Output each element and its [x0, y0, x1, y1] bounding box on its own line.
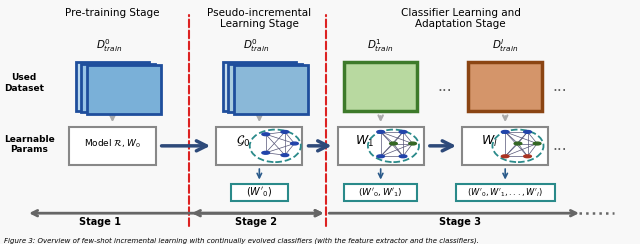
Circle shape [501, 131, 509, 133]
Circle shape [533, 142, 541, 145]
Text: $(W'_0, W'_1,...,W'_l)$: $(W'_0, W'_1,...,W'_l)$ [467, 186, 543, 199]
Circle shape [281, 131, 289, 133]
Text: Stage 1: Stage 1 [79, 217, 121, 227]
Bar [462, 127, 548, 165]
Text: $(W'_0, W'_1)$: $(W'_0, W'_1)$ [358, 186, 403, 199]
Bar [87, 65, 161, 114]
Bar [216, 127, 303, 165]
Circle shape [377, 131, 385, 133]
Circle shape [514, 142, 522, 145]
Text: $D^0_{train}$: $D^0_{train}$ [243, 37, 269, 54]
Text: $D^l_{train}$: $D^l_{train}$ [492, 37, 518, 54]
Text: Figure 3: Overview of few-shot incremental learning with continually evolved cla: Figure 3: Overview of few-shot increment… [4, 238, 479, 244]
Bar [234, 65, 308, 114]
Bar [344, 183, 417, 201]
Circle shape [399, 131, 407, 133]
Text: Pseudo-incremental
Learning Stage: Pseudo-incremental Learning Stage [207, 8, 312, 29]
Circle shape [377, 155, 385, 158]
Circle shape [281, 154, 289, 157]
Text: $W_1$: $W_1$ [355, 134, 374, 149]
Text: Learnable
Params: Learnable Params [4, 135, 54, 154]
Circle shape [524, 155, 531, 158]
Circle shape [524, 131, 531, 133]
Bar [344, 62, 417, 111]
Bar [69, 127, 156, 165]
Text: ...: ... [552, 79, 567, 94]
Bar [81, 64, 155, 112]
Text: Model $\mathcal{R},W_0$: Model $\mathcal{R},W_0$ [84, 137, 141, 150]
Text: Used
Dataset: Used Dataset [4, 73, 44, 93]
Text: Stage 3: Stage 3 [440, 217, 481, 227]
Circle shape [390, 142, 397, 145]
Text: ...: ... [437, 79, 452, 94]
Text: Pre-training Stage: Pre-training Stage [65, 8, 160, 18]
Text: $\mathcal{G}_0$: $\mathcal{G}_0$ [236, 134, 250, 149]
Circle shape [399, 155, 407, 158]
Bar [223, 62, 296, 111]
Circle shape [501, 155, 509, 158]
Circle shape [262, 152, 269, 154]
Bar [230, 183, 288, 201]
Circle shape [262, 133, 269, 136]
Text: Stage 2: Stage 2 [235, 217, 277, 227]
Bar [76, 62, 149, 111]
Text: Classifier Learning and
Adaptation Stage: Classifier Learning and Adaptation Stage [401, 8, 520, 29]
Circle shape [409, 142, 417, 145]
Text: ...: ... [552, 138, 567, 153]
Circle shape [291, 142, 298, 145]
Bar [468, 62, 542, 111]
Text: $(W'_0)$: $(W'_0)$ [246, 185, 273, 199]
Bar [337, 127, 424, 165]
Bar [228, 64, 302, 112]
Text: $W_l$: $W_l$ [481, 134, 498, 149]
Bar [456, 183, 555, 201]
Text: $D^1_{train}$: $D^1_{train}$ [367, 37, 394, 54]
Text: $D^0_{train}$: $D^0_{train}$ [96, 37, 122, 54]
